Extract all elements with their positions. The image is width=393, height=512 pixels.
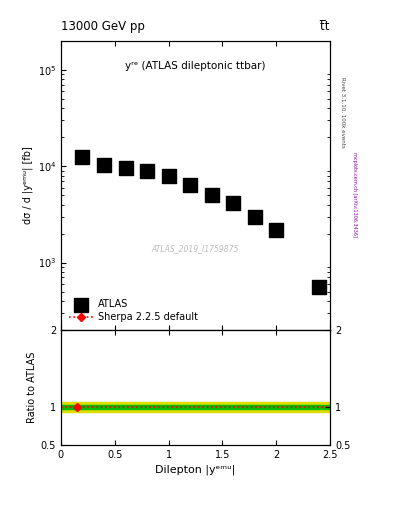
Text: yʳᵉ (ATLAS dileptonic ttbar): yʳᵉ (ATLAS dileptonic ttbar) — [125, 61, 266, 71]
ATLAS — [101, 161, 107, 169]
Text: ATLAS_2019_I1759875: ATLAS_2019_I1759875 — [152, 244, 239, 253]
Text: mcplots.cern.ch [arXiv:1306.3436]: mcplots.cern.ch [arXiv:1306.3436] — [352, 152, 357, 237]
ATLAS — [187, 181, 193, 189]
ATLAS — [144, 167, 150, 175]
Legend: ATLAS, Sherpa 2.2.5 default: ATLAS, Sherpa 2.2.5 default — [66, 296, 201, 325]
ATLAS — [79, 153, 86, 161]
ATLAS — [122, 163, 129, 172]
Text: Rivet 3.1.10, 100k events: Rivet 3.1.10, 100k events — [340, 77, 345, 148]
ATLAS — [316, 283, 323, 291]
Y-axis label: Ratio to ATLAS: Ratio to ATLAS — [26, 352, 37, 423]
ATLAS — [252, 212, 258, 221]
ATLAS — [230, 199, 236, 207]
ATLAS — [273, 225, 279, 233]
Text: 13000 GeV pp: 13000 GeV pp — [61, 20, 145, 33]
X-axis label: Dilepton |yᵉᵐᵘ|: Dilepton |yᵉᵐᵘ| — [155, 464, 236, 475]
ATLAS — [209, 191, 215, 199]
Text: t̅t: t̅t — [321, 20, 330, 33]
ATLAS — [165, 172, 172, 180]
Y-axis label: dσ / d |yᵉᵐᵘ| [fb]: dσ / d |yᵉᵐᵘ| [fb] — [23, 146, 33, 224]
